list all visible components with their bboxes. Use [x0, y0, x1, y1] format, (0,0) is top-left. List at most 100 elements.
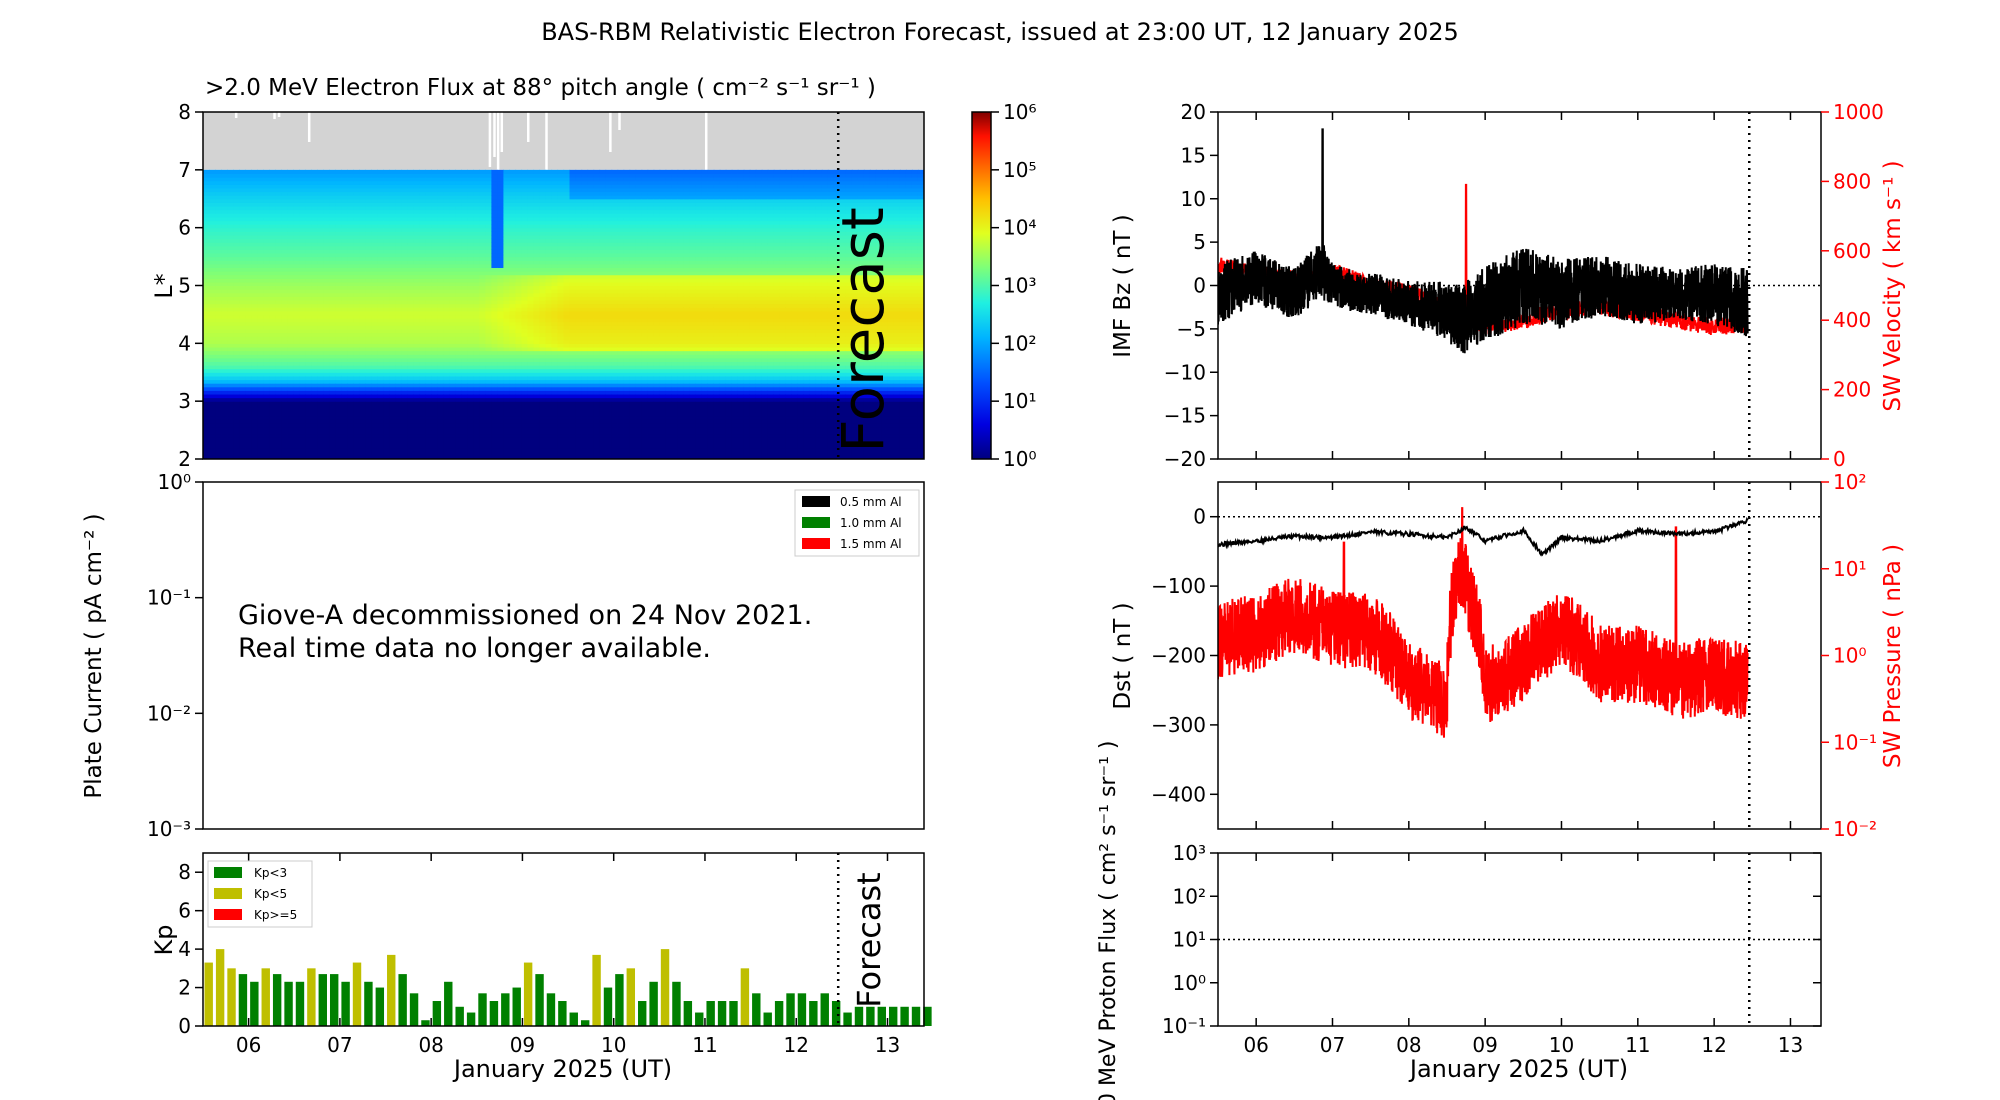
flux-heatmap-cells: [203, 169, 924, 459]
flux-cell: [437, 422, 444, 428]
flux-cell: [299, 354, 306, 359]
flux-cell: [431, 444, 438, 449]
flux-cell: [569, 343, 577, 348]
flux-cell: [539, 278, 547, 283]
flux-cell: [425, 195, 432, 200]
flux-cell: [329, 332, 336, 337]
flux-cell: [215, 202, 222, 207]
flux-cell: [353, 332, 360, 337]
flux-cell: [551, 224, 559, 229]
flux-cell: [479, 422, 486, 428]
flux-cell: [341, 401, 348, 406]
flux-cell: [467, 307, 474, 312]
flux-cell: [365, 281, 372, 287]
flux-cell: [473, 220, 480, 225]
flux-cell: [491, 339, 499, 344]
flux-cell: [233, 303, 240, 308]
flux-cell: [215, 397, 222, 402]
flux-cell: [539, 361, 547, 366]
flux-cell: [527, 263, 535, 269]
flux-cell: [437, 234, 444, 240]
flux-cell: [533, 448, 541, 453]
flux-cell: [401, 318, 408, 323]
flux-cell: [251, 281, 258, 287]
flux-cell: [299, 303, 306, 308]
flux-cell: [383, 285, 390, 290]
flux-cell: [359, 216, 366, 222]
flux-cell: [455, 339, 462, 344]
flux-cell: [467, 180, 474, 185]
flux-cell: [305, 307, 312, 312]
flux-cell: [317, 422, 324, 428]
flux-cell: [377, 390, 384, 395]
flux-cell: [257, 191, 264, 196]
flux-cell: [353, 191, 360, 196]
flux-cell: [221, 401, 228, 406]
flux-cell: [347, 401, 354, 406]
flux-cell: [407, 245, 414, 250]
flux-cell: [251, 346, 258, 352]
flux-cell: [305, 433, 312, 438]
flux-cell: [473, 260, 480, 265]
flux-cell: [401, 350, 408, 355]
flux-cell: [269, 393, 276, 399]
flux-cell: [239, 404, 246, 409]
flux-cell: [329, 238, 336, 243]
flux-cell: [233, 357, 240, 362]
flux-cell: [359, 437, 366, 442]
flux-cell: [443, 426, 450, 431]
flux-cell: [431, 289, 438, 294]
flux-cell: [251, 231, 258, 236]
flux-cell: [215, 325, 222, 330]
flux-cell: [353, 430, 360, 435]
flux-cell: [323, 187, 330, 193]
flux-cell: [449, 390, 456, 395]
flux-cell: [503, 379, 511, 384]
flux-cell: [323, 173, 330, 178]
flux-cell: [305, 303, 312, 308]
flux-cell: [221, 332, 228, 337]
flux-cell: [389, 289, 396, 294]
flux-cell: [227, 224, 234, 229]
flux-cell: [401, 227, 408, 232]
flux-cell: [275, 332, 282, 337]
flux-cell: [419, 205, 426, 211]
flux-cell: [533, 415, 541, 420]
flux-cell: [491, 328, 499, 334]
flux-cell: [407, 325, 414, 330]
flux-cell: [383, 187, 390, 193]
flux-cell: [557, 393, 565, 399]
flux-cell: [233, 209, 240, 214]
flux-cell: [371, 289, 378, 294]
flux-cell: [209, 408, 216, 413]
flux-cell: [263, 343, 270, 348]
flux-cell: [371, 343, 378, 348]
flux-cell: [209, 354, 216, 359]
flux-cell: [383, 401, 390, 406]
flux-cell: [473, 365, 480, 370]
flux-cell: [533, 343, 541, 348]
flux-cell: [347, 365, 354, 370]
flux-cell: [437, 343, 444, 348]
flux-cell: [269, 213, 276, 218]
flux-cell: [215, 310, 222, 316]
flux-cell: [371, 213, 378, 218]
flux-cell: [383, 375, 390, 381]
flux-cell: [365, 195, 372, 200]
flux-cell: [383, 256, 390, 261]
flux-cell: [311, 263, 318, 269]
flux-cell: [407, 404, 414, 409]
flux-cell: [203, 213, 210, 218]
flux-cell: [383, 437, 390, 442]
flux-cell: [233, 390, 240, 395]
flux-cell: [269, 343, 276, 348]
flux-cell: [359, 368, 366, 373]
flux-cell: [287, 437, 294, 442]
flux-cell: [533, 332, 541, 337]
flux-cell: [473, 314, 480, 319]
flux-cell: [485, 401, 492, 406]
flux-cell: [473, 325, 480, 330]
flux-cell: [215, 281, 222, 287]
flux-cell: [335, 292, 342, 297]
flux-cell: [359, 252, 366, 258]
